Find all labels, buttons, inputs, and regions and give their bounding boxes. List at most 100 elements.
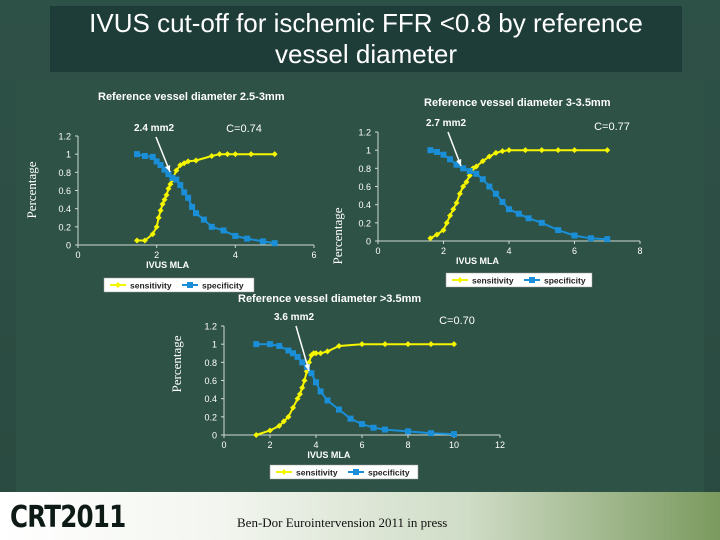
specificity-point xyxy=(165,171,172,178)
specificity-point xyxy=(317,388,324,395)
sensitivity-point xyxy=(447,212,454,219)
specificity-point xyxy=(267,341,273,348)
sensitivity-point xyxy=(271,151,278,158)
sensitivity-point xyxy=(253,432,260,438)
sensitivity-point xyxy=(604,147,611,154)
specificity-point xyxy=(347,415,354,422)
y-tick-label: 0.6 xyxy=(58,186,71,196)
specificity-point xyxy=(161,166,168,173)
legend: sensitivity specificity xyxy=(445,272,593,288)
specificity-point xyxy=(232,232,239,239)
footer-bar xyxy=(0,492,720,540)
y-tick-label: 1 xyxy=(212,340,217,350)
sensitivity-point xyxy=(141,237,148,244)
y-tick-label: 0.8 xyxy=(58,168,71,178)
sensitivity-point xyxy=(382,341,388,348)
sensitivity-point xyxy=(453,199,460,206)
x-tick-label: 6 xyxy=(359,440,364,450)
sensitivity-point xyxy=(456,190,463,197)
sensitivity-point xyxy=(451,341,457,348)
specificity-point xyxy=(571,232,578,239)
sensitivity-point xyxy=(427,235,434,242)
x-tick-label: 2 xyxy=(267,440,272,450)
y-tick-label: 0.6 xyxy=(358,182,371,192)
x-tick-label: 6 xyxy=(311,250,316,260)
specificity-point xyxy=(428,430,434,437)
sensitivity-point xyxy=(466,172,473,179)
x-tick-label: 0 xyxy=(375,246,380,256)
legend-box xyxy=(445,272,593,288)
legend-marker xyxy=(457,277,463,283)
legend-marker xyxy=(529,277,535,283)
specificity-point xyxy=(259,238,266,245)
cutoff-label: 2.4 mm2 xyxy=(134,123,174,134)
legend: sensitivity specificity xyxy=(103,277,255,293)
chart-title: Reference vessel diameter 3-3.5mm xyxy=(424,97,611,109)
sensitivity-point xyxy=(571,147,578,154)
y-axis-label: Percentage xyxy=(330,207,345,264)
specificity-point xyxy=(405,428,411,435)
sensitivity-point xyxy=(522,147,529,154)
x-tick-label: 4 xyxy=(233,250,238,260)
sensitivity-point xyxy=(336,342,342,349)
specificity-point xyxy=(253,341,260,348)
specificity-point xyxy=(479,176,486,183)
sensitivity-point xyxy=(296,391,303,398)
sensitivity-point xyxy=(555,147,562,154)
sensitivity-point xyxy=(159,201,166,208)
specificity-point xyxy=(359,421,365,428)
sensitivity-point xyxy=(134,237,140,244)
x-axis-label: IVUS MLA xyxy=(146,260,190,270)
c-statistic: C=0.70 xyxy=(439,315,475,327)
chart-title: Reference vessel diameter 2.5-3mm xyxy=(98,91,285,103)
specificity-point xyxy=(173,176,180,183)
x-tick-label: 12 xyxy=(495,440,505,450)
sensitivity-point xyxy=(450,206,457,213)
sensitivity-point xyxy=(301,377,308,384)
y-tick-label: 1 xyxy=(66,150,71,160)
cutoff-arrowhead xyxy=(165,165,171,172)
legend-marker xyxy=(115,282,121,288)
y-tick-label: 1.2 xyxy=(358,128,371,138)
sensitivity-point xyxy=(299,384,306,391)
specificity-point xyxy=(169,174,176,181)
sensitivity-point xyxy=(463,178,470,185)
y-tick-label: 0.6 xyxy=(204,376,217,386)
cutoff-arrowhead xyxy=(456,159,462,166)
specificity-point xyxy=(382,426,388,433)
sensitivity-point xyxy=(276,422,283,429)
sensitivity-point xyxy=(492,149,499,156)
sensitivity-point xyxy=(313,350,319,357)
sensitivity-point xyxy=(280,418,287,425)
y-tick-label: 0 xyxy=(366,237,371,247)
chart-panel: Reference vessel diameter 2.5-3mm Percent… xyxy=(16,80,704,492)
sensitivity-point xyxy=(167,181,174,188)
x-tick-label: 6 xyxy=(572,246,577,256)
x-tick-label: 2 xyxy=(154,250,159,260)
legend-label: specificity xyxy=(202,281,244,291)
sensitivity-point xyxy=(506,147,512,154)
x-tick-label: 10 xyxy=(449,440,459,450)
sensitivity-point xyxy=(433,231,440,238)
sensitivity-point xyxy=(486,153,493,160)
specificity-point xyxy=(447,156,454,163)
specificity-point xyxy=(433,148,440,155)
sensitivity-point xyxy=(208,152,215,159)
specificity-point xyxy=(460,165,467,172)
specificity-point xyxy=(157,162,164,169)
specificity-point xyxy=(271,240,278,247)
specificity-point xyxy=(308,370,315,377)
specificity-point xyxy=(453,161,460,168)
y-tick-label: 1.2 xyxy=(58,132,71,142)
sensitivity-point xyxy=(149,231,156,238)
sensitivity-point xyxy=(290,404,296,411)
cutoff-label: 2.7 mm2 xyxy=(426,118,466,129)
legend-label: sensitivity xyxy=(472,276,514,286)
legend: sensitivity specificity xyxy=(269,464,419,480)
sensitivity-point xyxy=(440,227,447,234)
sensitivity-point xyxy=(216,151,223,158)
sensitivity-point xyxy=(499,148,506,155)
sensitivity-point xyxy=(324,348,331,355)
specificity-point xyxy=(473,170,480,177)
x-tick-label: 0 xyxy=(75,250,80,260)
